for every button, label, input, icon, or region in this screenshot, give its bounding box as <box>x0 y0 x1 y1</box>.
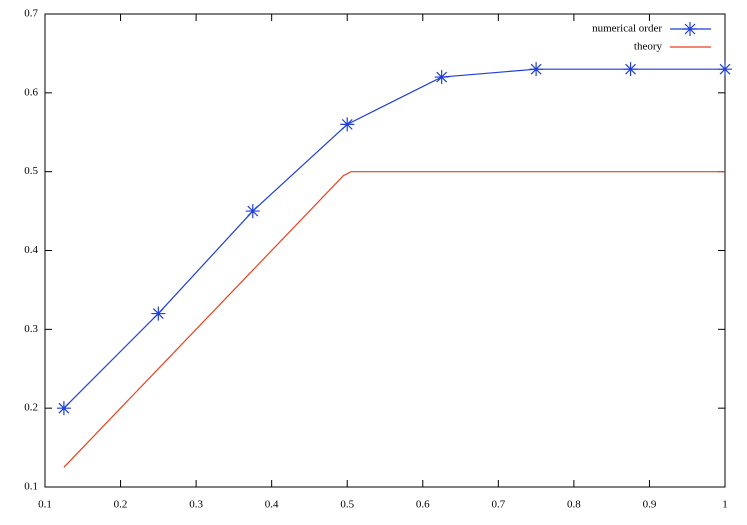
y-tick-label: 0.3 <box>24 323 38 335</box>
legend-marker <box>683 22 697 36</box>
x-tick-label: 0.4 <box>265 499 279 511</box>
data-point <box>718 62 732 77</box>
series-line <box>63 171 725 468</box>
x-tick-label: 0.8 <box>567 499 581 511</box>
data-point <box>340 117 355 132</box>
x-tick-label: 0.9 <box>643 499 657 511</box>
x-tick-label: 0.2 <box>114 499 128 511</box>
x-tick-label: 0.6 <box>416 499 430 511</box>
x-tick-label: 0.3 <box>189 499 203 511</box>
x-tick-label: 0.1 <box>38 499 52 511</box>
x-tick-label: 0.5 <box>340 499 354 511</box>
x-tick-label: 0.7 <box>491 499 505 511</box>
legend-label: numerical order <box>592 23 662 35</box>
data-point <box>623 62 638 77</box>
plot-border <box>44 13 726 488</box>
y-tick-label: 0.7 <box>24 8 38 20</box>
y-tick-label: 0.5 <box>24 165 38 177</box>
data-point <box>529 62 544 77</box>
series-line <box>63 68 725 409</box>
data-point <box>151 306 166 321</box>
y-tick-label: 0.6 <box>24 86 38 98</box>
y-tick-label: 0.1 <box>24 481 38 493</box>
legend-label: theory <box>634 41 663 53</box>
data-point <box>434 70 449 85</box>
data-point <box>56 401 71 416</box>
x-tick-label: 1 <box>722 499 728 511</box>
y-tick-label: 0.4 <box>24 244 38 256</box>
y-tick-label: 0.2 <box>24 402 38 414</box>
data-point <box>245 204 260 219</box>
